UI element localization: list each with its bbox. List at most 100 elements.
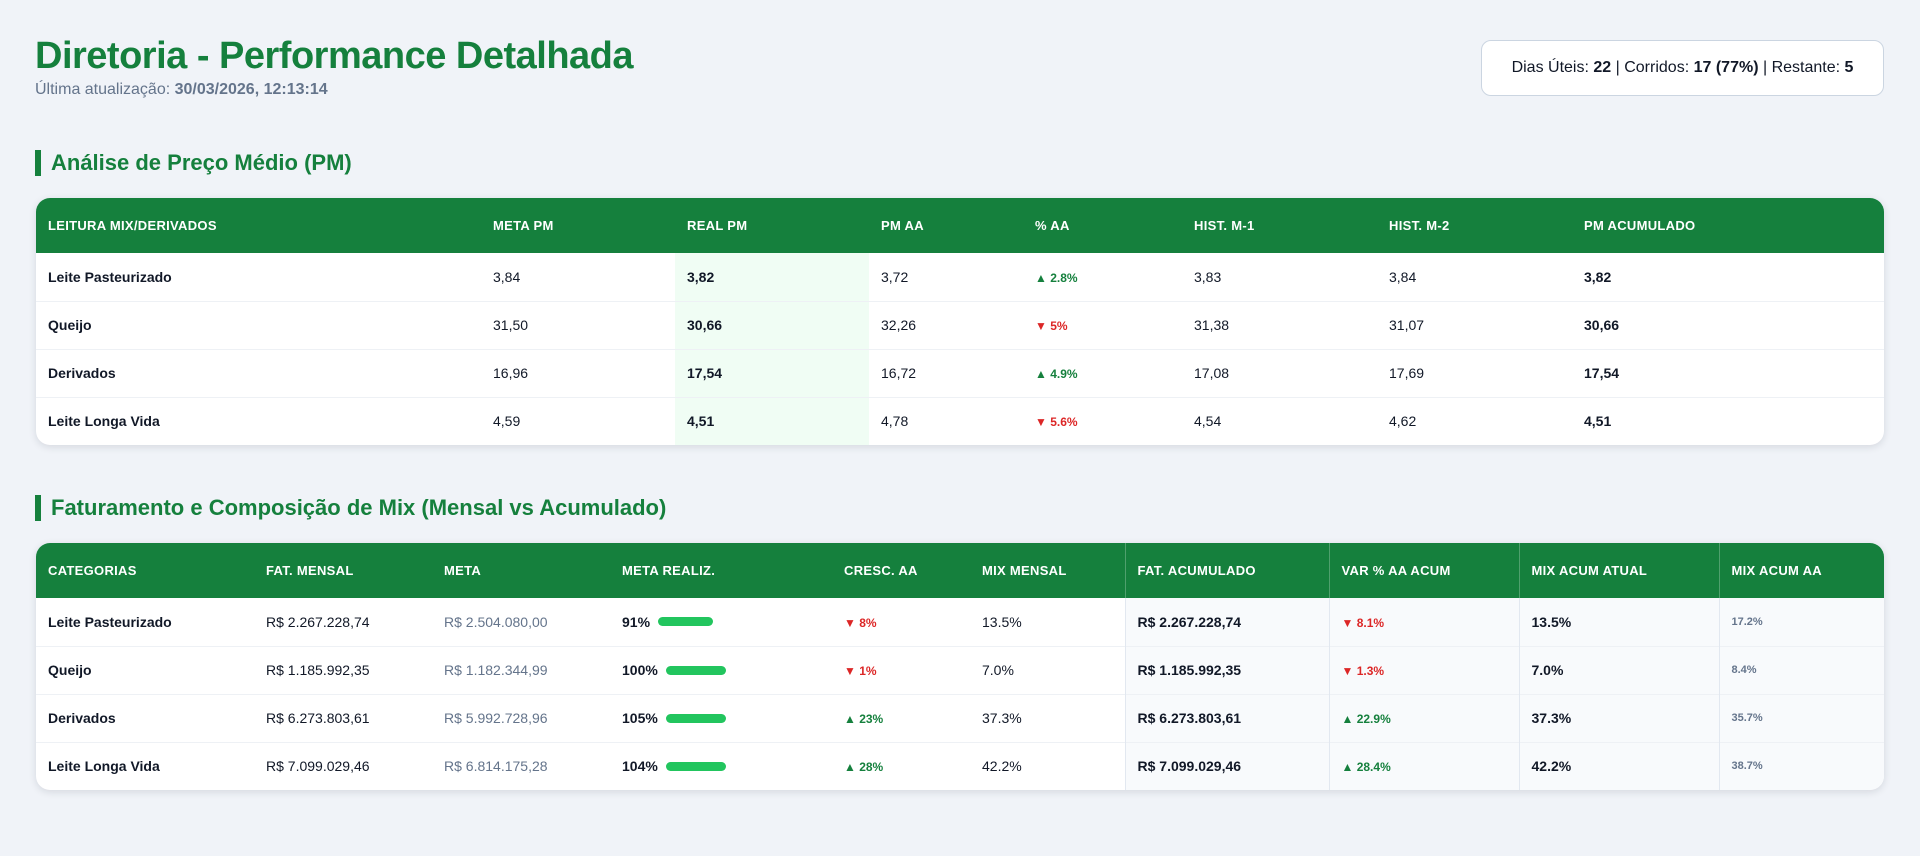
var-aa-acum: ▼ 1.3% bbox=[1328, 645, 1519, 694]
hist-m2: 3,84 bbox=[1389, 268, 1417, 285]
row-name: Queijo bbox=[36, 645, 254, 694]
table-row: Leite Pasteurizado 3,84 3,82 3,72 ▲ 2.8%… bbox=[36, 253, 1884, 301]
col-pct-aa: % AA bbox=[1035, 218, 1070, 233]
table-row: Queijo 31,50 30,66 32,26 ▼ 5% 31,38 31,0… bbox=[36, 300, 1884, 349]
pm-acumulado: 3,82 bbox=[1584, 268, 1612, 285]
pct-aa: ▲ 4.9% bbox=[1023, 348, 1182, 397]
realiz-pct: 91% bbox=[622, 613, 651, 630]
pm-section-title: Análise de Preço Médio (PM) bbox=[35, 150, 352, 176]
col-mix-acum-aa: Mix Acum AA bbox=[1718, 543, 1884, 598]
fat-acumulado: R$ 1.185.992,35 bbox=[1124, 645, 1329, 694]
fat-acumulado: R$ 7.099.029,46 bbox=[1124, 741, 1329, 790]
col-hist-m1: Hist. M-1 bbox=[1194, 218, 1255, 233]
trend-badge: ▼ 5% bbox=[1035, 319, 1068, 333]
meta-pm: 16,96 bbox=[481, 348, 675, 397]
hist-m1: 31,38 bbox=[1182, 300, 1377, 349]
cresc-aa: ▼ 1% bbox=[832, 645, 970, 694]
table-row: Queijo R$ 1.185.992,35 R$ 1.182.344,99 1… bbox=[36, 645, 1884, 694]
meta-realiz: 100% bbox=[610, 645, 832, 694]
corridos-value: 17 (77%) bbox=[1693, 59, 1759, 76]
trend-badge: ▲ 4.9% bbox=[1035, 367, 1078, 381]
trend-badge: ▲ 22.9% bbox=[1341, 712, 1391, 726]
meta-pm: 3,84 bbox=[493, 268, 521, 285]
mix-acum-atual: 13.5% bbox=[1518, 598, 1719, 646]
fat-mensal: R$ 6.273.803,61 bbox=[254, 693, 432, 742]
trend-badge: ▲ 23% bbox=[844, 712, 884, 726]
col-fat-mensal: Fat. Mensal bbox=[266, 563, 354, 578]
real-pm: 4,51 bbox=[675, 396, 869, 445]
updated-label: Última atualização: bbox=[35, 81, 171, 98]
meta-realiz: 104% bbox=[610, 741, 832, 790]
fat-mensal: R$ 7.099.029,46 bbox=[254, 741, 432, 790]
mix-mensal: 42.2% bbox=[970, 741, 1125, 790]
meta-value: R$ 1.182.344,99 bbox=[432, 645, 610, 694]
meta-value: R$ 5.992.728,96 bbox=[432, 693, 610, 742]
pm-acumulado: 4,51 bbox=[1572, 396, 1884, 445]
fat-mensal: R$ 2.267.228,74 bbox=[266, 613, 370, 630]
cresc-aa: ▼ 8% bbox=[832, 598, 970, 646]
pm-acumulado: 17,54 bbox=[1572, 348, 1884, 397]
pm-table: Leitura Mix/Derivados Meta PM Real PM PM… bbox=[36, 198, 1884, 445]
col-mix-acum-atual: Mix Acum Atual bbox=[1518, 543, 1719, 598]
pct-aa: ▼ 5.6% bbox=[1023, 396, 1182, 445]
restante-value: 5 bbox=[1844, 59, 1854, 76]
mix-acum-atual: 7.0% bbox=[1518, 645, 1719, 694]
col-meta-pm: Meta PM bbox=[493, 218, 554, 233]
restante-label: | Restante: bbox=[1762, 59, 1841, 76]
progress-bar bbox=[658, 617, 714, 627]
trend-badge: ▼ 8% bbox=[844, 615, 877, 630]
pct-aa: ▼ 5% bbox=[1023, 300, 1182, 349]
hist-m2: 31,07 bbox=[1377, 300, 1572, 349]
mix-acum-aa: 17.2% bbox=[1718, 598, 1884, 646]
dias-uteis-label: Dias Úteis: bbox=[1511, 59, 1589, 76]
col-hist-m2: Hist. M-2 bbox=[1389, 218, 1450, 233]
realiz-pct: 100% bbox=[622, 662, 658, 678]
col-var-aa-acum: Var % AA Acum bbox=[1328, 543, 1519, 598]
mix-acum-aa: 38.7% bbox=[1718, 741, 1884, 790]
trend-badge: ▲ 28.4% bbox=[1341, 760, 1391, 775]
row-name: Leite Longa Vida bbox=[36, 741, 254, 790]
mix-mensal: 37.3% bbox=[970, 693, 1125, 742]
hist-m2: 17,69 bbox=[1377, 348, 1572, 397]
mix-acum-atual: 37.3% bbox=[1518, 693, 1719, 742]
realiz-pct: 104% bbox=[622, 758, 658, 775]
row-name: Leite Pasteurizado bbox=[48, 268, 172, 285]
trend-badge: ▲ 2.8% bbox=[1035, 270, 1078, 285]
fat-table: Categorias Fat. Mensal Meta Meta Realiz.… bbox=[36, 543, 1884, 790]
page-title: Diretoria - Performance Detalhada bbox=[35, 35, 634, 77]
table-row: Derivados R$ 6.273.803,61 R$ 5.992.728,9… bbox=[36, 693, 1884, 742]
trend-badge: ▲ 28% bbox=[844, 760, 884, 775]
progress-bar bbox=[665, 665, 726, 675]
trend-badge: ▼ 1.3% bbox=[1341, 664, 1385, 678]
page-header: Diretoria - Performance Detalhada Última… bbox=[35, 34, 634, 99]
last-updated: Última atualização: 30/03/2026, 12:13:14 bbox=[35, 81, 633, 99]
hist-m1: 4,54 bbox=[1182, 396, 1377, 445]
mix-mensal: 13.5% bbox=[982, 613, 1022, 630]
table-row: Leite Pasteurizado R$ 2.267.228,74 R$ 2.… bbox=[36, 598, 1884, 646]
working-days-box: Dias Úteis: 22 | Corridos: 17 (77%) | Re… bbox=[1481, 40, 1884, 96]
cresc-aa: ▲ 23% bbox=[832, 693, 970, 742]
fat-section-title: Faturamento e Composição de Mix (Mensal … bbox=[35, 495, 666, 521]
meta-pm: 31,50 bbox=[481, 300, 675, 349]
meta-pm: 4,59 bbox=[481, 396, 675, 445]
hist-m1: 17,08 bbox=[1182, 348, 1377, 397]
row-name: Derivados bbox=[36, 348, 481, 397]
real-pm: 30,66 bbox=[675, 300, 869, 349]
pm-acumulado: 30,66 bbox=[1572, 300, 1884, 349]
fat-mensal: R$ 1.185.992,35 bbox=[254, 645, 432, 694]
var-aa-acum: ▲ 28.4% bbox=[1328, 741, 1519, 790]
pm-aa: 16,72 bbox=[869, 348, 1023, 397]
col-fat-acumulado: Fat. Acumulado bbox=[1124, 543, 1329, 598]
pct-aa: ▲ 2.8% bbox=[1023, 253, 1182, 301]
col-leitura: Leitura Mix/Derivados bbox=[48, 218, 217, 233]
realiz-pct: 105% bbox=[622, 710, 658, 726]
col-mix-mensal: Mix Mensal bbox=[982, 563, 1067, 578]
meta-realiz: 91% bbox=[610, 598, 832, 646]
pm-header-row: Leitura Mix/Derivados Meta PM Real PM PM… bbox=[36, 198, 1884, 253]
fat-table-card: Categorias Fat. Mensal Meta Meta Realiz.… bbox=[36, 543, 1884, 790]
col-categorias: Categorias bbox=[48, 563, 137, 578]
corridos-label: | Corridos: bbox=[1615, 59, 1690, 76]
fat-header-row: Categorias Fat. Mensal Meta Meta Realiz.… bbox=[36, 543, 1884, 598]
trend-badge: ▼ 8.1% bbox=[1341, 615, 1385, 630]
var-aa-acum: ▲ 22.9% bbox=[1328, 693, 1519, 742]
